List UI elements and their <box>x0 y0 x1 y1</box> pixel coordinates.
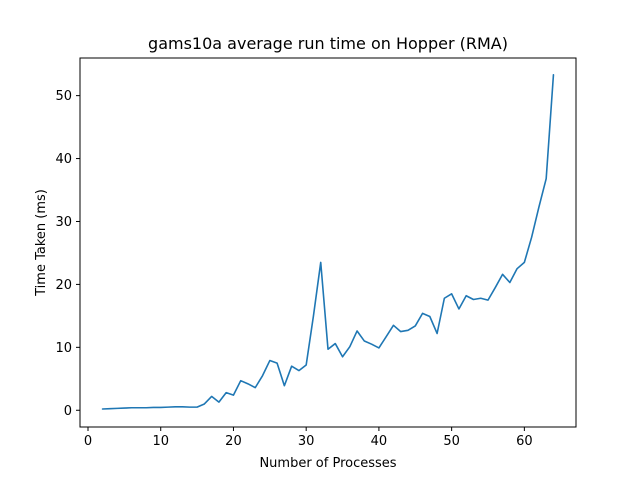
y-tick-label: 40 <box>55 152 72 167</box>
y-tick-label: 50 <box>55 89 72 104</box>
x-tick-label: 30 <box>298 434 315 449</box>
axes-frame <box>79 57 577 428</box>
x-axis: 0 10 20 30 40 50 60 <box>84 427 533 449</box>
x-tick-label: 20 <box>225 434 242 449</box>
y-tick-label: 30 <box>55 215 72 230</box>
x-tick-label: 0 <box>84 434 92 449</box>
plot-area <box>101 74 555 410</box>
y-axis-label: Time Taken (ms) <box>34 189 49 297</box>
y-tick-label: 0 <box>64 404 72 419</box>
x-axis-label: Number of Processes <box>259 456 396 471</box>
x-tick-label: 50 <box>443 434 460 449</box>
y-tick-label: 10 <box>55 341 72 356</box>
y-tick-label: 20 <box>55 278 72 293</box>
chart-title: gams10a average run time on Hopper (RMA) <box>148 34 508 53</box>
y-axis: 0 10 20 30 40 50 <box>55 89 80 419</box>
series-line-0 <box>101 74 555 410</box>
x-tick-label: 10 <box>152 434 169 449</box>
x-tick-label: 40 <box>371 434 388 449</box>
x-tick-label: 60 <box>516 434 533 449</box>
